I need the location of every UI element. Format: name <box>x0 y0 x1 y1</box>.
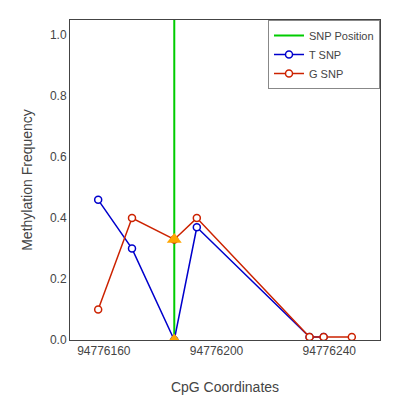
svg-text:Methylation Frequency: Methylation Frequency <box>19 109 35 251</box>
svg-text:94776160: 94776160 <box>77 344 131 358</box>
svg-text:CpG Coordinates: CpG Coordinates <box>171 379 279 395</box>
svg-text:T SNP: T SNP <box>309 49 341 61</box>
svg-text:SNP Position: SNP Position <box>309 30 374 42</box>
svg-text:0.0: 0.0 <box>50 333 67 347</box>
svg-text:0.8: 0.8 <box>50 89 67 103</box>
svg-text:0.2: 0.2 <box>50 272 67 286</box>
svg-text:G SNP: G SNP <box>309 68 343 80</box>
svg-text:0.6: 0.6 <box>50 150 67 164</box>
svg-text:94776240: 94776240 <box>303 344 357 358</box>
svg-text:94776200: 94776200 <box>190 344 244 358</box>
svg-text:0.4: 0.4 <box>50 211 67 225</box>
svg-text:1.0: 1.0 <box>50 28 67 42</box>
